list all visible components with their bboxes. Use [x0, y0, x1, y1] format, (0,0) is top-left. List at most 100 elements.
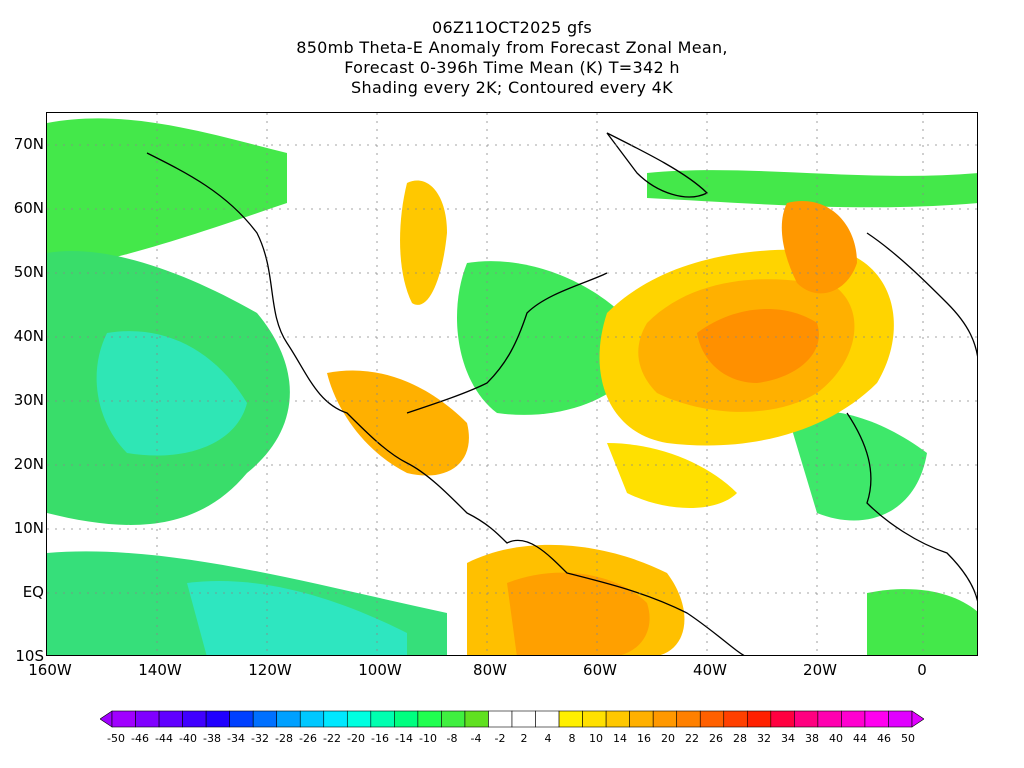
colorbar-label: -38 [203, 732, 221, 745]
colorbar-swatch [488, 710, 513, 728]
colorbar-label: 20 [661, 732, 675, 745]
colorbar-swatch [746, 710, 772, 728]
colorbar-swatch [535, 710, 560, 728]
y-tick-30n: 30N [13, 391, 44, 409]
map-plot-area [46, 112, 978, 656]
y-tick-70n: 70N [13, 135, 44, 153]
colorbar-swatch [676, 710, 701, 728]
colorbar-swatch [629, 710, 654, 728]
colorbar-swatch [299, 710, 325, 728]
colorbar-label: -2 [494, 732, 506, 745]
colorbar-label: -8 [446, 732, 458, 745]
colorbar-swatch [182, 710, 207, 728]
title-line-1: 06Z11OCT2025 gfs [432, 18, 592, 37]
y-tick-10s: 10S [15, 647, 44, 665]
colorbar-label: 22 [685, 732, 699, 745]
colorbar-swatch [511, 710, 536, 728]
colorbar-swatch [699, 710, 725, 728]
x-tick-120w: 120W [248, 661, 292, 679]
colorbar-arrow-low [99, 710, 113, 728]
colorbar-label: -16 [371, 732, 389, 745]
colorbar-label: -34 [227, 732, 245, 745]
colorbar-label: 40 [829, 732, 843, 745]
title-block: 06Z11OCT2025 gfs 850mb Theta-E Anomaly f… [0, 18, 1024, 98]
title-line-2: 850mb Theta-E Anomaly from Forecast Zona… [296, 38, 728, 57]
colorbar-label: 28 [733, 732, 747, 745]
colorbar-swatch [276, 710, 301, 728]
x-tick-80w: 80W [473, 661, 507, 679]
colorbar-swatch [723, 710, 748, 728]
y-tick-10n: 10N [13, 519, 44, 537]
colorbar-swatch [323, 710, 348, 728]
x-tick-140w: 140W [138, 661, 182, 679]
colorbar-swatch [464, 710, 489, 728]
colorbar-label: -4 [470, 732, 482, 745]
anomaly-field [47, 113, 977, 655]
gridlines [47, 113, 977, 655]
colorbar-arrow-high [911, 710, 925, 728]
colorbar-label: -50 [107, 732, 125, 745]
x-tick-20w: 20W [803, 661, 837, 679]
colorbar-swatch [652, 710, 678, 728]
x-tick-60w: 60W [583, 661, 617, 679]
colorbar-legend: -50 -46 -44 -40 -38 -34 -32 -28 -26 -22 -20 -16 -14-… [99, 708, 925, 746]
colorbar-label: -46 [131, 732, 149, 745]
colorbar-label: -44 [155, 732, 173, 745]
colorbar-label: 2 [520, 732, 528, 745]
colorbar-swatch [864, 710, 889, 728]
colorbar-swatch [770, 710, 795, 728]
colorbar-swatch [370, 710, 395, 728]
y-tick-50n: 50N [13, 263, 44, 281]
colorbar-label: -14 [395, 732, 413, 745]
colorbar-label: -28 [275, 732, 293, 745]
colorbar-label: -32 [251, 732, 269, 745]
colorbar-label: -10 [419, 732, 437, 745]
colorbar-label: 4 [544, 732, 552, 745]
colorbar-swatch [605, 710, 630, 728]
colorbar-label: 16 [637, 732, 651, 745]
colorbar-label: -40 [179, 732, 197, 745]
colorbar-swatch [135, 710, 160, 728]
x-tick-100w: 100W [358, 661, 402, 679]
colorbar-label: 38 [805, 732, 819, 745]
y-tick-eq: EQ [22, 583, 44, 601]
colorbar-label: 46 [877, 732, 891, 745]
colorbar-swatch [582, 710, 607, 728]
colorbar-label: 34 [781, 732, 795, 745]
colorbar-label: 32 [757, 732, 771, 745]
colorbar-swatch [252, 710, 278, 728]
colorbar-label: -26 [299, 732, 317, 745]
colorbar-swatches [99, 710, 925, 728]
colorbar-swatch [441, 710, 466, 728]
colorbar-swatch [417, 710, 442, 728]
colorbar-swatch [346, 710, 372, 728]
colorbar-swatch [158, 710, 183, 728]
colorbar-swatch [229, 710, 254, 728]
y-tick-60n: 60N [13, 199, 44, 217]
colorbar-label: 14 [613, 732, 627, 745]
colorbar-label: 50 [901, 732, 915, 745]
colorbar-swatch [794, 710, 819, 728]
colorbar-swatch [888, 710, 913, 728]
warm-anomaly-regions [327, 180, 894, 655]
colorbar-swatch [558, 710, 583, 728]
x-tick-160w: 160W [28, 661, 72, 679]
title-line-4: Shading every 2K; Contoured every 4K [351, 78, 673, 97]
colorbar-swatch [817, 710, 842, 728]
x-tick-40w: 40W [693, 661, 727, 679]
colorbar-label: 26 [709, 732, 723, 745]
coastline-outlines [146, 132, 977, 655]
colorbar-swatch [205, 710, 230, 728]
x-tick-0: 0 [917, 661, 927, 679]
colorbar-label: -20 [347, 732, 365, 745]
colorbar-label: -22 [323, 732, 341, 745]
y-tick-40n: 40N [13, 327, 44, 345]
colorbar-swatch [111, 710, 136, 728]
cold-anomaly-regions [47, 118, 977, 655]
colorbar-label: 10 [589, 732, 603, 745]
colorbar-label: 8 [568, 732, 576, 745]
y-tick-20n: 20N [13, 455, 44, 473]
colorbar-swatch [394, 710, 419, 728]
colorbar-swatch [841, 710, 866, 728]
colorbar-label: 44 [853, 732, 867, 745]
